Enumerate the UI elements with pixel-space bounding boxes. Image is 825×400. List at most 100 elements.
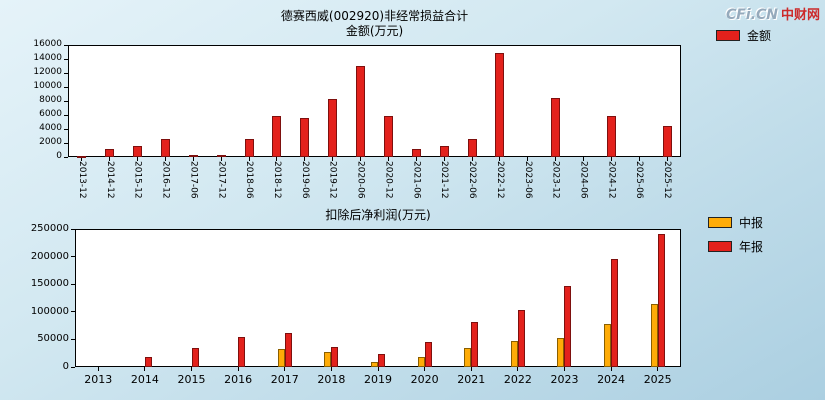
- site-logo: CFi.CN 中财网: [726, 4, 820, 23]
- y-axis-tick-mark: [64, 142, 68, 144]
- x-axis-tick-mark: [248, 157, 250, 161]
- y-axis-tick-label: 6000: [39, 109, 62, 119]
- annual-bar: [144, 357, 152, 367]
- annual-legend-swatch: [708, 241, 732, 252]
- x-axis-tick-mark: [97, 367, 99, 371]
- annual-bar: [471, 321, 479, 367]
- amount-bar: [411, 149, 421, 157]
- amount-bar: [383, 116, 393, 157]
- x-axis-tick-label: 2021-12: [439, 161, 450, 199]
- x-axis-tick-mark: [666, 157, 668, 161]
- x-axis-tick-mark: [165, 157, 167, 161]
- x-axis-tick-mark: [237, 367, 239, 371]
- x-axis-tick-label: 2021: [457, 373, 486, 386]
- annual-bar: [424, 341, 432, 367]
- amount-bar: [216, 154, 226, 157]
- annual-bar: [564, 286, 572, 367]
- y-axis-tick-label: 2000: [39, 137, 62, 147]
- y-axis-tick-label: 0: [62, 361, 69, 372]
- y-axis-tick-label: 0: [56, 151, 62, 161]
- annual-bar: [657, 233, 665, 367]
- y-axis-tick-mark: [71, 283, 75, 285]
- legend-item-annual: 年报: [708, 238, 763, 255]
- x-axis-tick-mark: [191, 367, 193, 371]
- y-axis-tick-label: 14000: [33, 53, 62, 63]
- x-axis-tick-mark: [657, 367, 659, 371]
- x-axis-tick-mark: [109, 157, 111, 161]
- x-axis-tick-mark: [220, 157, 222, 161]
- top-plot-area: [68, 45, 681, 157]
- amount-bar: [551, 98, 561, 157]
- x-axis-tick-label: 2023: [550, 373, 579, 386]
- x-axis-tick-mark: [527, 157, 529, 161]
- interim-bar: [324, 352, 332, 367]
- x-axis-tick-mark: [443, 157, 445, 161]
- bottom-chart-title: 扣除后净利润(万元): [325, 208, 431, 222]
- x-axis-tick-label: 2025: [643, 373, 672, 386]
- interim-bar: [510, 340, 518, 367]
- x-axis-tick-mark: [610, 157, 612, 161]
- x-axis-tick-mark: [424, 367, 426, 371]
- x-axis-tick-mark: [582, 157, 584, 161]
- x-axis-tick-mark: [192, 157, 194, 161]
- y-axis-tick-mark: [64, 114, 68, 116]
- x-axis-tick-label: 2017-12: [216, 161, 227, 199]
- x-axis-tick-label: 2016: [224, 373, 253, 386]
- annual-bar: [331, 347, 339, 367]
- interim-bar: [650, 303, 658, 367]
- y-axis-tick-mark: [71, 256, 75, 258]
- x-axis-tick-label: 2019-06: [299, 161, 310, 199]
- y-axis-tick-mark: [71, 338, 75, 340]
- amount-bar: [133, 145, 143, 157]
- x-axis-tick-label: 2024-06: [578, 161, 589, 199]
- x-axis-tick-label: 2020-06: [355, 161, 366, 199]
- amount-bar: [77, 155, 87, 158]
- x-axis-tick-mark: [563, 367, 565, 371]
- x-axis-tick-mark: [284, 367, 286, 371]
- x-axis-tick-label: 2018: [317, 373, 346, 386]
- x-axis-tick-mark: [137, 157, 139, 161]
- amount-legend-swatch: [716, 30, 740, 41]
- x-axis-tick-label: 2015: [177, 373, 206, 386]
- amount-bar: [439, 145, 449, 157]
- x-axis-tick-mark: [144, 367, 146, 371]
- x-axis-tick-mark: [555, 157, 557, 161]
- x-axis-tick-label: 2015-12: [132, 161, 143, 199]
- legend-item-interim: 中报: [708, 214, 763, 231]
- x-axis-tick-label: 2017: [270, 373, 299, 386]
- x-axis-tick-mark: [638, 157, 640, 161]
- amount-bar: [272, 115, 282, 157]
- x-axis-tick-mark: [610, 367, 612, 371]
- y-axis-tick-mark: [71, 228, 75, 230]
- x-axis-tick-label: 2014: [130, 373, 159, 386]
- x-axis-tick-label: 2024-12: [606, 161, 617, 199]
- top-chart-subtitle: 金额(万元): [345, 24, 404, 38]
- interim-legend-label: 中报: [739, 216, 764, 230]
- x-axis-tick-label: 2024: [597, 373, 626, 386]
- x-axis-tick-label: 2022-06: [467, 161, 478, 199]
- x-axis-tick-label: 2014-12: [104, 161, 115, 199]
- interim-bar: [371, 362, 378, 367]
- y-axis-tick-label: 200000: [30, 250, 69, 262]
- y-axis-tick-label: 150000: [30, 278, 69, 290]
- x-axis-tick-mark: [471, 157, 473, 161]
- interim-bar: [277, 348, 285, 367]
- legend-item-amount: 金额: [716, 27, 771, 44]
- y-axis-tick-mark: [64, 72, 68, 74]
- x-axis-tick-label: 2013: [84, 373, 113, 386]
- x-axis-tick-label: 2025-12: [662, 161, 673, 199]
- x-axis-tick-label: 2013-12: [76, 161, 87, 199]
- x-axis-tick-label: 2020-12: [383, 161, 394, 199]
- annual-bar: [191, 347, 199, 367]
- y-axis-tick-mark: [71, 311, 75, 313]
- x-axis-tick-mark: [517, 367, 519, 371]
- annual-bar: [611, 259, 619, 367]
- amount-bar: [662, 126, 672, 157]
- x-axis-tick-label: 2023-12: [550, 161, 561, 199]
- x-axis-tick-label: 2020: [410, 373, 439, 386]
- annual-bar: [238, 336, 246, 367]
- x-axis-tick-label: 2023-06: [522, 161, 533, 199]
- top-chart-legend: 金额: [716, 27, 771, 44]
- x-axis-tick-mark: [81, 157, 83, 161]
- amount-bar: [328, 98, 338, 157]
